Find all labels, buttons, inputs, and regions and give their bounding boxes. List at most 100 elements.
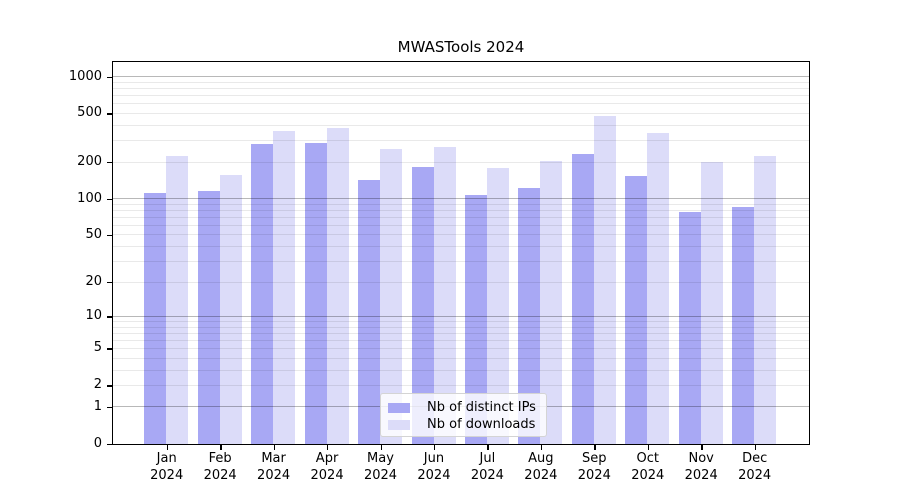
gridline-4 bbox=[113, 357, 809, 359]
bar-mar-distinct-ips bbox=[251, 143, 274, 444]
gridline-800 bbox=[113, 88, 809, 90]
gridline-50 bbox=[113, 234, 809, 236]
bar-jul-distinct-ips bbox=[465, 195, 487, 444]
gridline-8 bbox=[113, 326, 809, 328]
bar-may-downloads bbox=[380, 148, 403, 444]
legend-swatch-downloads bbox=[388, 419, 410, 430]
x-tick-label-sep: Sep 2024 bbox=[577, 451, 611, 483]
gridline-30 bbox=[113, 260, 809, 262]
gridline-900 bbox=[113, 81, 809, 83]
y-tick-mark-1000 bbox=[107, 76, 112, 79]
gridline-300 bbox=[113, 140, 809, 142]
legend-label-downloads: Nb of downloads bbox=[427, 417, 536, 432]
y-tick-mark-10 bbox=[107, 316, 112, 318]
legend-swatch-distinct-ips bbox=[388, 402, 410, 413]
gridline-3 bbox=[113, 369, 809, 371]
y-tick-mark-1 bbox=[107, 406, 112, 409]
bar-apr-distinct-ips bbox=[304, 142, 327, 444]
gridline-90 bbox=[113, 203, 809, 205]
bar-dec-downloads bbox=[754, 156, 777, 444]
bar-jan-distinct-ips bbox=[144, 193, 167, 444]
x-tick-mark-nov bbox=[701, 445, 703, 450]
bar-jun-distinct-ips bbox=[411, 167, 434, 444]
x-tick-mark-sep bbox=[594, 445, 596, 450]
y-tick-label-50: 50 bbox=[85, 226, 102, 242]
gridline-7 bbox=[113, 332, 809, 334]
gridline-80 bbox=[113, 209, 809, 211]
y-tick-mark-200 bbox=[107, 161, 112, 164]
x-tick-mark-may bbox=[380, 445, 382, 450]
x-tick-mark-mar bbox=[273, 445, 275, 450]
y-tick-label-10: 10 bbox=[85, 308, 102, 324]
gridline-400 bbox=[113, 124, 809, 126]
bar-aug-downloads bbox=[540, 161, 563, 444]
bar-nov-distinct-ips bbox=[678, 212, 701, 444]
x-tick-mark-feb bbox=[220, 445, 222, 450]
y-tick-mark-50 bbox=[107, 234, 112, 237]
x-tick-label-jan: Jan 2024 bbox=[150, 451, 184, 483]
legend: Nb of distinct IPs Nb of downloads bbox=[380, 393, 547, 437]
gridline-70 bbox=[113, 216, 809, 218]
x-tick-label-nov: Nov 2024 bbox=[684, 451, 718, 483]
legend-label-distinct-ips: Nb of distinct IPs bbox=[427, 400, 536, 415]
bar-jan-downloads bbox=[166, 156, 189, 444]
y-tick-mark-500 bbox=[107, 113, 112, 115]
gridline-9 bbox=[113, 320, 809, 322]
gridline-500 bbox=[113, 113, 809, 115]
bar-feb-downloads bbox=[219, 174, 242, 444]
y-tick-mark-0 bbox=[107, 443, 112, 445]
x-tick-mark-apr bbox=[327, 445, 329, 450]
gridline-2 bbox=[113, 384, 809, 386]
gridline-20 bbox=[113, 281, 809, 283]
x-tick-label-oct: Oct 2024 bbox=[631, 451, 665, 483]
legend-row-distinct-ips: Nb of distinct IPs bbox=[388, 400, 538, 415]
x-tick-label-jul: Jul 2024 bbox=[470, 451, 504, 483]
gridline-40 bbox=[113, 246, 809, 247]
bar-dec-distinct-ips bbox=[732, 206, 755, 444]
bar-aug-distinct-ips bbox=[518, 188, 541, 444]
gridline-1000 bbox=[113, 76, 809, 78]
x-tick-mark-oct bbox=[647, 445, 650, 450]
bar-nov-downloads bbox=[700, 161, 723, 444]
legend-row-downloads: Nb of downloads bbox=[388, 417, 538, 432]
bar-mar-downloads bbox=[273, 131, 296, 444]
bar-may-distinct-ips bbox=[358, 179, 381, 444]
x-tick-label-jun: Jun 2024 bbox=[417, 451, 451, 483]
bar-sep-downloads bbox=[593, 116, 616, 444]
bar-oct-downloads bbox=[647, 132, 670, 444]
gridline-60 bbox=[113, 224, 809, 226]
y-tick-label-1000: 1000 bbox=[68, 68, 102, 84]
bar-sep-distinct-ips bbox=[571, 154, 594, 444]
bar-oct-distinct-ips bbox=[625, 176, 648, 444]
y-tick-label-2: 2 bbox=[93, 377, 102, 393]
x-tick-label-feb: Feb 2024 bbox=[203, 451, 237, 483]
y-tick-label-100: 100 bbox=[77, 190, 102, 206]
gridline-600 bbox=[113, 103, 809, 105]
x-tick-mark-jun bbox=[433, 445, 436, 450]
y-tick-label-200: 200 bbox=[77, 153, 102, 169]
x-tick-mark-dec bbox=[754, 445, 757, 450]
x-tick-mark-jan bbox=[166, 445, 169, 450]
y-tick-label-20: 20 bbox=[85, 273, 102, 289]
bar-jun-downloads bbox=[433, 146, 456, 444]
gridline-10 bbox=[113, 315, 809, 317]
bar-jul-downloads bbox=[487, 168, 509, 444]
gridline-700 bbox=[113, 95, 809, 97]
x-tick-mark-jul bbox=[487, 445, 489, 450]
y-tick-mark-2 bbox=[107, 385, 112, 387]
y-tick-label-0: 0 bbox=[93, 435, 102, 451]
y-tick-mark-100 bbox=[107, 198, 112, 200]
gridline-100 bbox=[113, 198, 809, 200]
x-tick-label-mar: Mar 2024 bbox=[257, 451, 291, 483]
x-tick-label-may: May 2024 bbox=[363, 451, 398, 483]
x-tick-label-apr: Apr 2024 bbox=[310, 451, 344, 483]
y-tick-label-1: 1 bbox=[93, 398, 102, 414]
x-tick-label-dec: Dec 2024 bbox=[738, 451, 772, 483]
gridline-6 bbox=[113, 339, 809, 341]
y-tick-label-500: 500 bbox=[77, 105, 102, 121]
x-tick-label-aug: Aug 2024 bbox=[524, 451, 558, 483]
y-tick-label-5: 5 bbox=[93, 340, 102, 356]
gridline-200 bbox=[113, 161, 809, 163]
bar-feb-distinct-ips bbox=[197, 190, 220, 444]
